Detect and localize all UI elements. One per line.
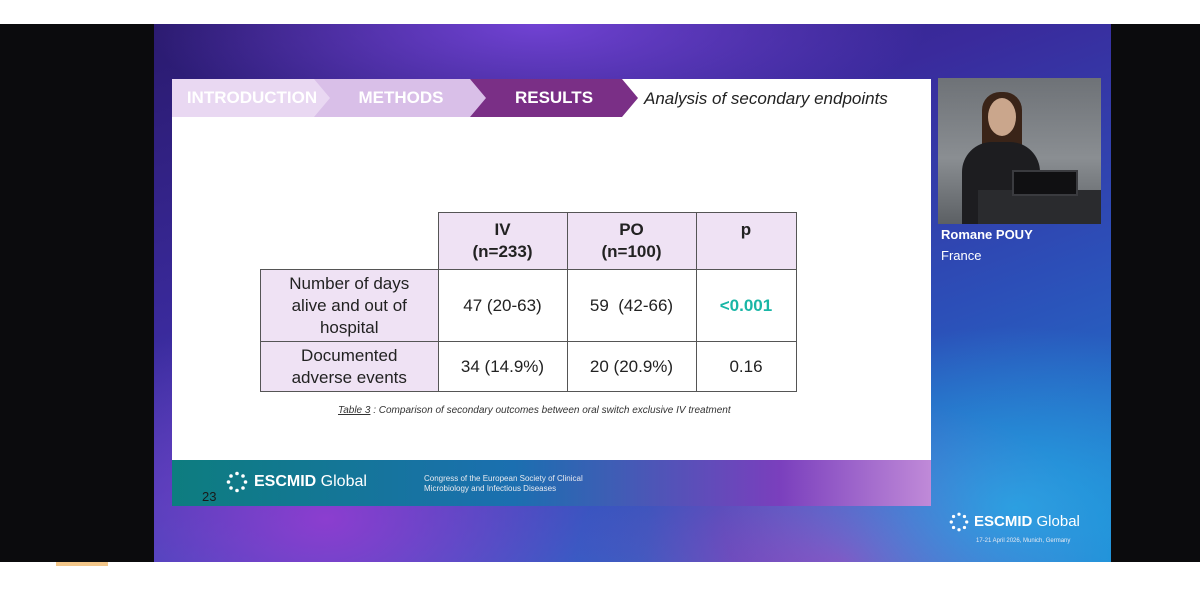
cell-po-days-alive: 59 (42-66)	[566, 269, 697, 342]
congress-line: Congress of the European Society of Clin…	[424, 474, 583, 483]
slide-footer: 23 ESCMID Global Congress of the Europea…	[172, 460, 931, 506]
cell-p-adverse-events: 0.16	[695, 341, 797, 392]
results-table: IV (n=233) PO (n=100) p Number of days a…	[260, 212, 797, 392]
footer-logo-light: Global	[316, 473, 367, 490]
table-caption: Table 3 : Comparison of secondary outcom…	[338, 405, 731, 416]
cell-iv-days-alive: 47 (20-63)	[437, 269, 568, 342]
table-corner	[260, 212, 439, 270]
footer-logo: ESCMID Global	[254, 473, 367, 491]
event-dates: 17-21 April 2026, Munich, Germany	[976, 538, 1071, 544]
header-p-name: p	[740, 220, 752, 239]
cell-p-days-alive: <0.001	[695, 269, 797, 342]
header-iv-n: (n=233)	[472, 242, 533, 261]
top-strip	[0, 0, 1200, 24]
speaker-name: Romane POUY	[941, 227, 1033, 242]
row-label-line: Documented	[301, 345, 398, 365]
header-po-n: (n=100)	[601, 242, 662, 261]
row-label-line: alive and out of	[291, 295, 407, 315]
header-po-name: PO	[619, 220, 644, 239]
escmid-dots-icon	[226, 471, 248, 493]
table-row: Documented adverse events 34 (14.9%) 20 …	[260, 341, 797, 392]
row-label-line: Number of days	[289, 273, 410, 293]
conference-stream-frame: INTRODUCTION METHODS RESULTS Analysis of…	[154, 24, 1111, 562]
table-header-iv: IV (n=233)	[437, 212, 568, 270]
cell-po-adverse-events: 20 (20.9%)	[566, 341, 697, 392]
table-header-row: IV (n=233) PO (n=100) p	[260, 212, 797, 270]
table-header-po: PO (n=100)	[566, 212, 697, 270]
table-row: Number of days alive and out of hospital…	[260, 269, 797, 342]
row-label-line: adverse events	[291, 367, 407, 387]
footer-logo-bold: ESCMID	[254, 473, 317, 490]
nav-step-results: RESULTS	[470, 79, 638, 117]
row-label-days-alive: Number of days alive and out of hospital	[260, 269, 439, 342]
nav-step-introduction: INTRODUCTION	[172, 79, 332, 117]
brand-logo: ESCMID Global	[974, 513, 1080, 530]
congress-name: Congress of the European Society of Clin…	[424, 474, 583, 494]
slide-number: 23	[202, 489, 217, 504]
row-label-adverse-events: Documented adverse events	[260, 341, 439, 392]
presentation-slide: INTRODUCTION METHODS RESULTS Analysis of…	[172, 79, 931, 506]
speaker-video	[938, 78, 1101, 224]
escmid-dots-icon	[949, 512, 969, 532]
brand-logo-light: Global	[1032, 513, 1080, 530]
header-iv-name: IV	[494, 220, 511, 239]
laptop	[1012, 170, 1078, 196]
row-label-line: hospital	[319, 317, 379, 337]
table-header-p: p	[695, 212, 797, 270]
cell-iv-adverse-events: 34 (14.9%)	[437, 341, 568, 392]
congress-line: Microbiology and Infectious Diseases	[424, 484, 557, 493]
nav-step-methods: METHODS	[314, 79, 488, 117]
bottom-strip	[0, 562, 1200, 594]
slide-title: Analysis of secondary endpoints	[644, 89, 888, 108]
slide-nav: INTRODUCTION METHODS RESULTS Analysis of…	[172, 79, 931, 117]
speaker-face	[988, 98, 1016, 136]
speaker-country: France	[941, 248, 982, 263]
caption-prefix: Table 3	[338, 405, 371, 416]
caption-text: : Comparison of secondary outcomes betwe…	[370, 405, 731, 416]
progress-indicator[interactable]	[56, 562, 108, 566]
brand-logo-bold: ESCMID	[974, 513, 1033, 530]
